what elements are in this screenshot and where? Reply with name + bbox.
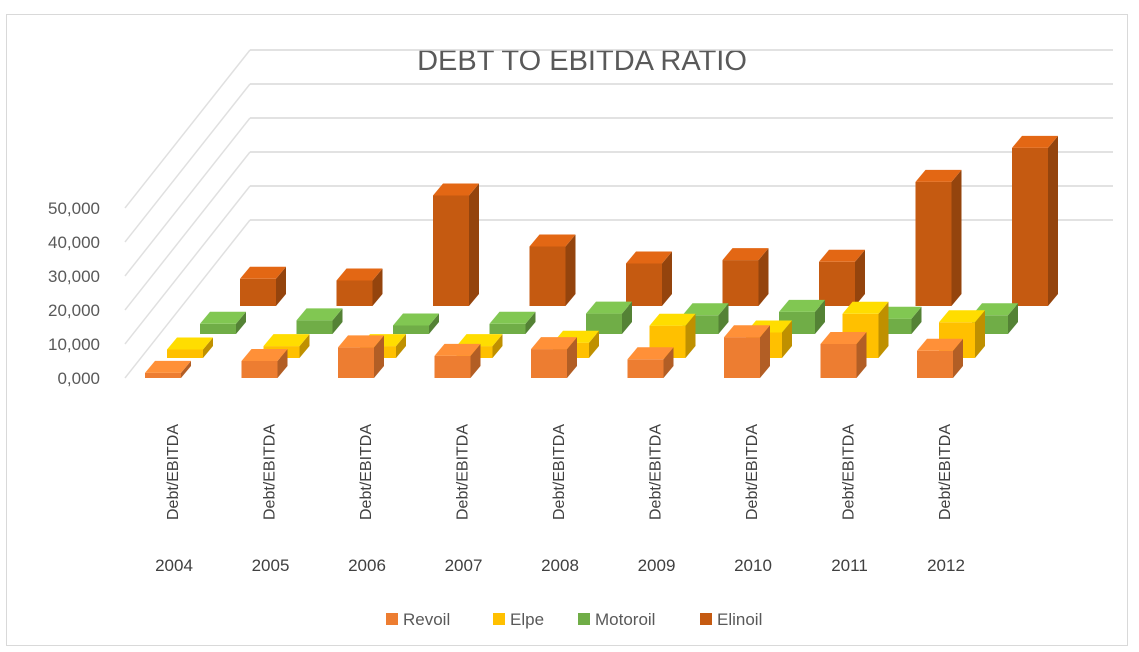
legend-swatch-motoroil bbox=[578, 613, 590, 625]
bar-elinoil-2012 bbox=[1012, 135, 1058, 306]
gridline-side bbox=[124, 49, 251, 209]
gridlines bbox=[124, 49, 1113, 379]
category-year-label: 2008 bbox=[541, 556, 579, 575]
bar-revoil-2004 bbox=[145, 360, 191, 378]
category-year-label: 2012 bbox=[927, 556, 965, 575]
legend-swatch-revoil bbox=[386, 613, 398, 625]
bar-elinoil-2009 bbox=[722, 248, 769, 306]
bar-motoroil-2008 bbox=[586, 301, 632, 334]
category-labels: Debt/EBITDA 2004 Debt/EBITDA 2005 Debt/EBITD… bbox=[155, 424, 965, 575]
gridline-side bbox=[124, 185, 251, 345]
category-sub-label: Debt/EBITDA bbox=[165, 424, 182, 520]
bar-elinoil-2011 bbox=[915, 169, 962, 306]
category-sub-label: Debt/EBITDA bbox=[551, 424, 568, 520]
y-tick-label: 40,000 bbox=[48, 233, 100, 252]
category-sub-label: Debt/EBITDA bbox=[744, 424, 761, 520]
y-tick-label: 30,000 bbox=[48, 267, 100, 286]
category-year-label: 2011 bbox=[831, 556, 868, 575]
category-year-label: 2010 bbox=[734, 556, 772, 575]
legend-label-motoroil: Motoroil bbox=[595, 610, 655, 629]
bar-revoil-2006 bbox=[338, 335, 384, 378]
bar-elinoil-2008 bbox=[626, 251, 672, 306]
legend: Revoil Elpe Motoroil Elinoil bbox=[386, 610, 762, 629]
y-tick-label: 10,000 bbox=[48, 335, 100, 354]
category-year-label: 2009 bbox=[638, 556, 676, 575]
category-sub-label: Debt/EBITDA bbox=[648, 424, 665, 520]
bar-elinoil-2004 bbox=[240, 266, 286, 306]
bar-elinoil-2006 bbox=[433, 183, 479, 306]
bar-revoil-2012 bbox=[917, 338, 963, 378]
category-year-label: 2007 bbox=[445, 556, 483, 575]
gridline-side bbox=[124, 219, 251, 379]
category-sub-label: Debt/EBITDA bbox=[455, 424, 472, 520]
bar-motoroil-2006 bbox=[393, 313, 439, 334]
category-sub-label: Debt/EBITDA bbox=[937, 424, 954, 520]
bar-elpe-2004 bbox=[167, 337, 213, 358]
bar-motoroil-2004 bbox=[200, 311, 246, 334]
y-tick-label: 20,000 bbox=[48, 301, 100, 320]
y-axis-ticks: 0,000 10,000 20,000 30,000 40,000 50,000 bbox=[48, 199, 100, 388]
legend-swatch-elpe bbox=[493, 613, 505, 625]
y-tick-label: 0,000 bbox=[57, 369, 100, 388]
bar-revoil-2009 bbox=[627, 347, 674, 378]
category-sub-label: Debt/EBITDA bbox=[841, 424, 858, 520]
bar-motoroil-2007 bbox=[489, 311, 536, 334]
bar-revoil-2011 bbox=[820, 332, 867, 378]
category-year-label: 2005 bbox=[252, 556, 290, 575]
bar-revoil-2005 bbox=[241, 349, 288, 378]
category-year-label: 2004 bbox=[155, 556, 193, 575]
category-year-label: 2006 bbox=[348, 556, 386, 575]
category-sub-label: Debt/EBITDA bbox=[262, 424, 279, 520]
legend-label-elpe: Elpe bbox=[510, 610, 544, 629]
category-sub-label: Debt/EBITDA bbox=[358, 424, 375, 520]
y-tick-label: 50,000 bbox=[48, 199, 100, 218]
gridline-side bbox=[124, 83, 251, 243]
legend-swatch-elinoil bbox=[700, 613, 712, 625]
legend-label-revoil: Revoil bbox=[403, 610, 450, 629]
bar-elinoil-2010 bbox=[819, 249, 865, 306]
bar-revoil-2008 bbox=[531, 337, 577, 378]
bar-revoil-2007 bbox=[434, 343, 481, 378]
bar-motoroil-2005 bbox=[296, 308, 343, 334]
bar-elinoil-2007 bbox=[529, 234, 576, 306]
gridline-side bbox=[124, 117, 251, 277]
legend-label-elinoil: Elinoil bbox=[717, 610, 762, 629]
bar-elinoil-2005 bbox=[336, 268, 383, 306]
bars bbox=[145, 135, 1058, 378]
bar-revoil-2010 bbox=[724, 325, 770, 378]
gridline-side bbox=[124, 151, 251, 311]
